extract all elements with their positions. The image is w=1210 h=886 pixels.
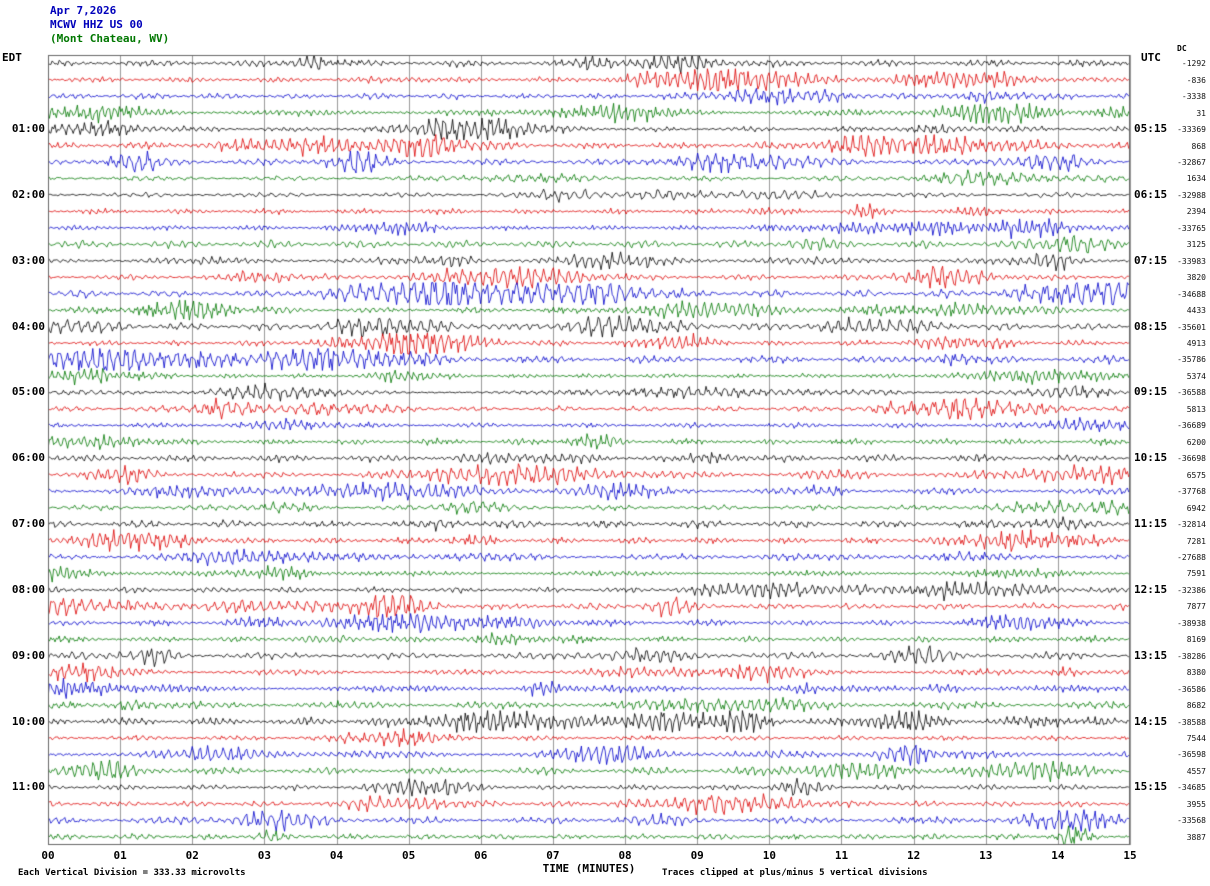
dc-offset-value: -34688: [1177, 289, 1206, 299]
dc-offset-value: -38588: [1177, 717, 1206, 727]
dc-offset-value: -27688: [1177, 552, 1206, 562]
edt-hour-label: 02:00: [11, 187, 45, 201]
x-tick-label: 01: [113, 849, 127, 862]
dc-offset-value: 7544: [1186, 734, 1206, 744]
dc-offset-value: -35786: [1177, 355, 1206, 365]
dc-offset-value: 6942: [1186, 503, 1206, 513]
x-tick-label: 02: [185, 849, 199, 862]
dc-offset-value: 31: [1196, 108, 1206, 118]
utc-hour-label: 08:15: [1134, 319, 1168, 333]
dc-offset-value: 7281: [1186, 536, 1206, 546]
dc-offset-value: 7877: [1186, 602, 1206, 612]
dc-offset-value: 4557: [1186, 766, 1206, 776]
dc-offset-value: 868: [1191, 141, 1206, 151]
plot-date: Apr 7,2026: [50, 4, 117, 17]
footer-scale-note: Each Vertical Division = 333.33 microvol…: [18, 868, 246, 878]
dc-offset-value: -33765: [1177, 223, 1206, 233]
dc-offset-value: -34685: [1177, 783, 1206, 793]
utc-hour-label: 13:15: [1134, 648, 1168, 662]
plot-header: Apr 7,2026 MCWV HHZ US 00 (Mont Chateau,…: [50, 4, 169, 46]
dc-offset-value: 4433: [1186, 306, 1206, 316]
utc-hour-label: 07:15: [1134, 253, 1168, 267]
dc-offset-value: -36689: [1177, 421, 1206, 431]
edt-hour-label: 09:00: [11, 648, 45, 662]
utc-hour-label: 06:15: [1134, 187, 1168, 201]
dc-column-header: DC: [1177, 44, 1187, 53]
dc-offset-value: 8682: [1186, 701, 1206, 711]
dc-offset-value: -836: [1186, 75, 1206, 85]
dc-offset-value: -38286: [1177, 651, 1206, 661]
dc-offset-value: 3125: [1186, 240, 1206, 250]
dc-offset-value: 4913: [1186, 339, 1206, 349]
dc-offset-value: 6200: [1186, 437, 1206, 447]
edt-hour-label: 06:00: [11, 451, 45, 465]
dc-offset-value: 2394: [1186, 207, 1206, 217]
utc-hour-label: 15:15: [1134, 780, 1168, 794]
dc-offset-value: -33983: [1177, 256, 1206, 266]
x-tick-label: 06: [474, 849, 488, 862]
edt-hour-label: 11:00: [11, 780, 45, 794]
dc-offset-value: 3820: [1186, 273, 1206, 283]
x-tick-label: 15: [1123, 849, 1137, 862]
dc-offset-value: -32814: [1177, 520, 1206, 530]
x-tick-label: 07: [546, 849, 560, 862]
edt-hour-label: 04:00: [11, 319, 45, 333]
dc-offset-value: -36598: [1177, 750, 1206, 760]
dc-offset-value: 5813: [1186, 404, 1206, 414]
x-tick-label: 00: [41, 849, 55, 862]
station-code: MCWV HHZ US 00: [50, 18, 143, 31]
dc-offset-value: -36588: [1177, 388, 1206, 398]
dc-offset-value: 7591: [1186, 569, 1206, 579]
dc-offset-value: 3955: [1186, 799, 1206, 809]
x-tick-label: 03: [257, 849, 272, 862]
dc-offset-value: -32988: [1177, 190, 1206, 200]
x-tick-label: 04: [329, 849, 344, 862]
x-tick-label: 12: [906, 849, 921, 862]
dc-offset-value: -33568: [1177, 816, 1206, 826]
dc-offset-value: -3338: [1181, 92, 1206, 102]
utc-hour-label: 05:15: [1134, 122, 1168, 136]
x-tick-label: 05: [402, 849, 416, 862]
edt-hour-label: 03:00: [11, 253, 45, 267]
dc-offset-value: 8169: [1186, 635, 1206, 645]
utc-hour-label: 14:15: [1134, 714, 1168, 728]
edt-hour-label: 08:00: [11, 582, 45, 596]
dc-offset-value: -37768: [1177, 487, 1206, 497]
dc-offset-value: -32386: [1177, 585, 1206, 595]
dc-offset-value: 5374: [1186, 371, 1206, 381]
utc-hour-label: 09:15: [1134, 385, 1168, 399]
dc-offset-value: -38938: [1177, 618, 1206, 628]
dc-offset-value: -36698: [1177, 454, 1206, 464]
x-tick-label: 10: [762, 849, 776, 862]
x-tick-label: 13: [979, 849, 993, 862]
dc-offset-value: -33369: [1177, 125, 1206, 135]
dc-offset-value: 6575: [1186, 470, 1206, 480]
left-axis-title: EDT: [2, 51, 22, 64]
x-tick-label: 14: [1051, 849, 1065, 862]
dc-offset-value: -35601: [1177, 322, 1206, 332]
x-tick-label: 08: [618, 849, 632, 862]
right-axis-title: UTC: [1141, 51, 1161, 64]
edt-hour-label: 10:00: [11, 714, 45, 728]
station-location: (Mont Chateau, WV): [50, 32, 170, 45]
dc-offset-value: -36586: [1177, 684, 1206, 694]
x-tick-label: 11: [834, 849, 849, 862]
edt-hour-label: 01:00: [11, 122, 45, 136]
utc-hour-label: 12:15: [1134, 582, 1168, 596]
dc-offset-value: 1634: [1186, 174, 1206, 184]
dc-offset-value: -32867: [1177, 157, 1206, 167]
dc-offset-value: 8380: [1186, 668, 1206, 678]
utc-hour-label: 10:15: [1134, 451, 1168, 465]
x-axis-title: TIME (MINUTES): [542, 862, 636, 875]
edt-hour-label: 07:00: [11, 517, 45, 531]
dc-offset-value: 3887: [1186, 832, 1206, 842]
footer-clip-note: Traces clipped at plus/minus 5 vertical …: [662, 868, 928, 878]
edt-hour-label: 05:00: [11, 385, 45, 399]
dc-offset-value: -1292: [1181, 59, 1206, 69]
utc-hour-label: 11:15: [1134, 517, 1168, 531]
x-tick-label: 09: [690, 849, 704, 862]
